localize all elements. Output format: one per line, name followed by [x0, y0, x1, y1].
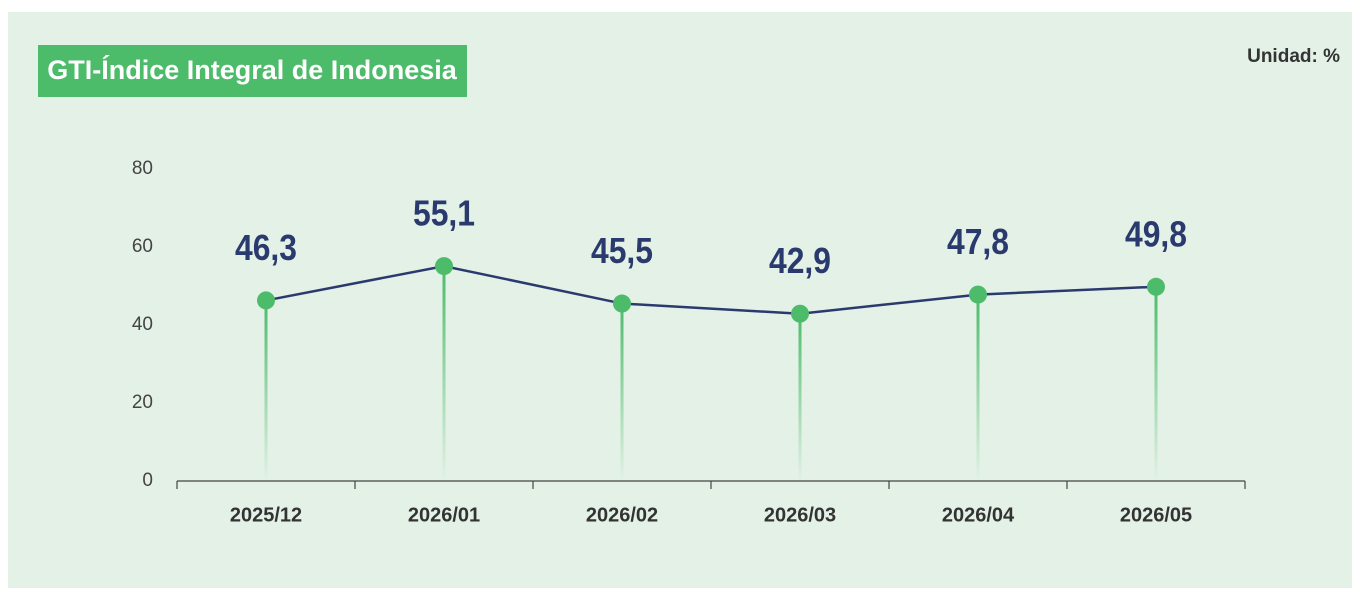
- x-tick-label: 2026/02: [586, 504, 658, 526]
- marker: [969, 285, 987, 304]
- stem: [798, 313, 802, 481]
- chart-title: GTI-Índice Integral de Indonesia: [47, 54, 458, 85]
- x-tick-label: 2026/04: [942, 504, 1015, 526]
- value-label: 55,1: [413, 193, 475, 234]
- stem: [620, 303, 624, 481]
- x-tick-label: 2025/12: [230, 504, 302, 526]
- stem: [976, 294, 980, 481]
- x-tick-label: 2026/03: [764, 504, 836, 526]
- line: [265, 264, 1157, 315]
- y-tick-label: 40: [132, 314, 153, 335]
- stem: [1154, 286, 1158, 481]
- marker: [257, 291, 275, 310]
- x-tick-label: 2026/05: [1120, 504, 1192, 526]
- marker: [613, 294, 631, 313]
- stem: [264, 300, 268, 481]
- panel: [8, 12, 1352, 588]
- marker: [435, 257, 453, 276]
- y-tick-label: 0: [142, 470, 153, 491]
- marker: [791, 304, 809, 323]
- x-tick-label: 2026/01: [408, 504, 480, 526]
- marker: [1147, 277, 1165, 296]
- value-label: 42,9: [769, 240, 831, 281]
- value-label: 45,5: [591, 230, 653, 271]
- y-tick-label: 60: [132, 236, 153, 257]
- value-label: 46,3: [235, 227, 297, 268]
- value-label: 47,8: [947, 221, 1009, 262]
- y-tick-label: 80: [132, 158, 153, 179]
- y-tick-label: 20: [132, 392, 153, 413]
- stem: [442, 266, 446, 481]
- value-label: 49,8: [1125, 213, 1187, 254]
- unit-label: Unidad: %: [1247, 46, 1340, 67]
- title-box: [38, 45, 467, 97]
